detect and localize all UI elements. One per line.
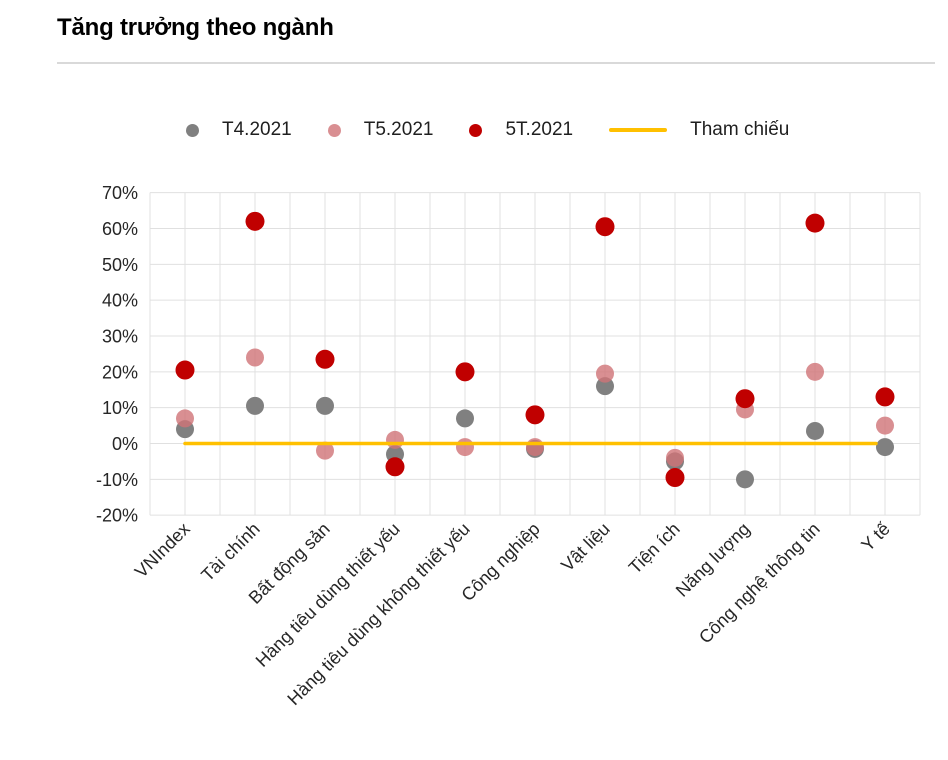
data-point-5T.2021 — [455, 362, 475, 382]
data-point-5T.2021 — [875, 387, 895, 407]
y-tick-label: 40% — [102, 291, 138, 311]
data-point-T4.2021 — [246, 396, 264, 415]
data-point-5T.2021 — [245, 211, 265, 231]
data-point-5T.2021 — [665, 468, 685, 488]
y-tick-label: 10% — [102, 398, 138, 418]
legend-label: T4.2021 — [222, 119, 292, 140]
data-point-5T.2021 — [175, 360, 195, 380]
data-point-T5.2021 — [176, 409, 194, 428]
legend-dot-icon — [469, 123, 483, 137]
data-point-T4.2021 — [736, 470, 754, 489]
data-point-5T.2021 — [315, 349, 335, 369]
x-category-label: Tiện ích — [625, 519, 684, 578]
data-point-5T.2021 — [735, 389, 755, 409]
x-category-label: VNIndex — [131, 519, 194, 582]
y-tick-label: -20% — [96, 506, 138, 526]
data-point-T5.2021 — [386, 430, 404, 449]
title-divider — [57, 62, 935, 64]
x-category-label: Tài chính — [197, 519, 264, 586]
y-tick-label: 60% — [102, 219, 138, 239]
y-tick-label: 50% — [102, 255, 138, 275]
data-point-T4.2021 — [806, 421, 824, 440]
data-point-5T.2021 — [525, 405, 545, 425]
legend-line-icon — [609, 128, 668, 132]
data-point-T5.2021 — [316, 441, 334, 460]
data-point-T4.2021 — [316, 396, 334, 415]
legend-label: Tham chiếu — [690, 119, 790, 140]
data-point-T5.2021 — [806, 362, 824, 381]
legend-label: T5.2021 — [363, 119, 434, 140]
x-category-label: Hàng tiêu dùng thiết yếu — [252, 519, 404, 671]
data-point-T5.2021 — [596, 364, 614, 383]
y-tick-label: 20% — [102, 362, 138, 382]
legend-item-t5-2021: T5.2021 — [327, 119, 434, 141]
x-category-label: Vật liệu — [557, 519, 614, 576]
data-point-T4.2021 — [876, 438, 894, 457]
data-point-T5.2021 — [666, 448, 684, 467]
y-tick-label: -10% — [96, 470, 138, 490]
legend-dot-icon — [327, 123, 341, 137]
data-point-5T.2021 — [805, 213, 825, 233]
legend-label: 5T.2021 — [505, 119, 574, 140]
data-point-5T.2021 — [595, 217, 615, 237]
chart-legend: T4.2021 T5.2021 5T.2021 Tham chiếu — [186, 119, 789, 141]
legend-dot-icon — [186, 123, 199, 137]
y-tick-label: 0% — [112, 434, 138, 454]
data-point-T5.2021 — [526, 438, 544, 457]
data-point-T4.2021 — [456, 409, 474, 428]
legend-item-t4-2021: T4.2021 — [186, 119, 292, 141]
data-point-T5.2021 — [876, 416, 894, 435]
data-point-5T.2021 — [385, 457, 405, 477]
x-category-label: Y tế — [857, 519, 894, 556]
legend-item-5t-2021: 5T.2021 — [469, 119, 573, 141]
y-tick-label: 30% — [102, 327, 138, 347]
data-point-T5.2021 — [246, 348, 264, 367]
chart-title: Tăng trưởng theo ngành — [57, 14, 334, 41]
legend-item-reference: Tham chiếu — [609, 119, 789, 141]
x-category-label: Công nghệ thông tin — [695, 519, 824, 648]
data-point-T4.2021 — [596, 377, 614, 396]
data-point-T5.2021 — [456, 438, 474, 457]
y-tick-label: 70% — [102, 183, 138, 203]
